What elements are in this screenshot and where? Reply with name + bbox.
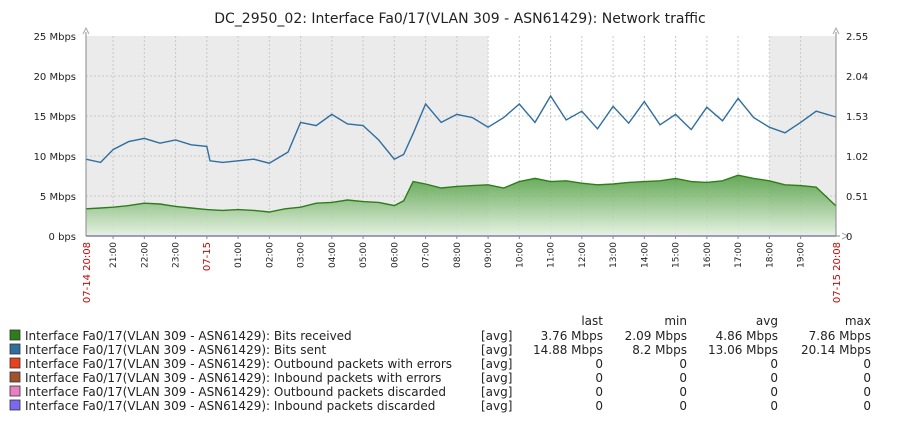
legend-function: [avg] [481, 399, 512, 413]
legend-value-avg: 0 [770, 399, 778, 413]
legend-value-avg: 0 [770, 385, 778, 399]
x-tick-label: 15:00 [672, 242, 682, 268]
legend-value-max: 20.14 Mbps [801, 343, 871, 357]
x-tick-label: 07-15 [202, 242, 213, 271]
legend-series-name: Interface Fa0/17(VLAN 309 - ASN61429): I… [25, 399, 435, 413]
x-tick-label: 06:00 [390, 242, 400, 268]
legend-value-min: 8.2 Mbps [632, 343, 687, 357]
x-tick-label: 21:00 [109, 242, 119, 268]
legend-value-min: 0 [679, 399, 687, 413]
legend-value-last: 0 [595, 357, 603, 371]
x-tick-label: 03:00 [297, 242, 307, 268]
x-tick-label: 10:00 [515, 242, 525, 268]
legend-value-last: 3.76 Mbps [541, 329, 603, 343]
chart-title: DC_2950_02: Interface Fa0/17(VLAN 309 - … [214, 11, 705, 27]
x-tick-label: 12:00 [578, 242, 588, 268]
legend-value-last: 0 [595, 399, 603, 413]
y-left-tick-label: 15 Mbps [34, 112, 76, 123]
legend-swatch [9, 343, 21, 355]
x-tick-label: 13:00 [609, 242, 619, 268]
legend-header-avg: avg [756, 314, 778, 328]
x-tick-label: 17:00 [734, 242, 744, 268]
y-right-tick-label: 0.51 [846, 192, 868, 203]
legend-function: [avg] [481, 343, 512, 357]
y-left-tick-label: 5 Mbps [40, 192, 76, 203]
x-tick-label: 22:00 [140, 242, 150, 268]
legend-value-max: 7.86 Mbps [809, 329, 871, 343]
x-tick-label: 23:00 [172, 242, 182, 268]
x-tick-label: 05:00 [359, 242, 369, 268]
y-left-tick-label: 25 Mbps [34, 32, 76, 43]
series-line-0 [85, 174, 837, 213]
legend-value-max: 0 [863, 399, 871, 413]
x-tick-label: 09:00 [484, 242, 494, 268]
x-end-label: 07-15 20:08 [832, 242, 843, 303]
x-tick-label: 11:00 [547, 242, 557, 268]
legend-value-max: 0 [863, 357, 871, 371]
legend-swatch [9, 329, 21, 341]
legend-value-last: 0 [595, 385, 603, 399]
x-tick-label: 18:00 [765, 242, 775, 268]
legend-header-min: min [664, 314, 687, 328]
y-right-tick-label: 2.04 [846, 72, 868, 83]
x-axis-arrow [841, 232, 850, 240]
legend-value-avg: 0 [770, 357, 778, 371]
legend-function: [avg] [481, 357, 512, 371]
y-right-tick-label: 0 [846, 232, 852, 243]
legend-value-min: 0 [679, 371, 687, 385]
x-tick-label: 07:00 [422, 242, 432, 268]
legend-swatch [9, 385, 21, 397]
legend-swatch [9, 357, 21, 369]
legend-series-name: Interface Fa0/17(VLAN 309 - ASN61429): B… [25, 343, 326, 357]
legend-series-name: Interface Fa0/17(VLAN 309 - ASN61429): O… [25, 357, 452, 371]
legend-header-last: last [581, 314, 603, 328]
x-tick-label: 19:00 [797, 242, 807, 268]
legend-value-last: 14.88 Mbps [533, 343, 603, 357]
x-tick-label: 02:00 [265, 242, 275, 268]
legend-value-min: 0 [679, 385, 687, 399]
legend-value-avg: 13.06 Mbps [708, 343, 778, 357]
y-right-tick-label: 1.02 [846, 152, 868, 163]
x-tick-label: 16:00 [703, 242, 713, 268]
legend-function: [avg] [481, 329, 512, 343]
legend-value-min: 2.09 Mbps [625, 329, 687, 343]
x-tick-label: 08:00 [453, 242, 463, 268]
legend-value-avg: 4.86 Mbps [716, 329, 778, 343]
x-start-label: 07-14 20:08 [82, 242, 93, 303]
legend-series-name: Interface Fa0/17(VLAN 309 - ASN61429): B… [25, 329, 352, 343]
y-left-tick-label: 20 Mbps [34, 72, 76, 83]
y-axis-left-arrow [82, 26, 90, 35]
legend-function: [avg] [481, 385, 512, 399]
y-left-tick-label: 10 Mbps [34, 152, 76, 163]
legend-value-max: 0 [863, 371, 871, 385]
legend-series-name: Interface Fa0/17(VLAN 309 - ASN61429): O… [25, 385, 446, 399]
y-left-tick-label: 0 bps [49, 232, 76, 243]
x-tick-label: 04:00 [328, 242, 338, 268]
y-right-tick-label: 1.53 [846, 112, 868, 123]
legend-value-last: 0 [595, 371, 603, 385]
legend-header-max: max [845, 314, 871, 328]
y-axis-right-arrow [832, 26, 840, 35]
legend-series-name: Interface Fa0/17(VLAN 309 - ASN61429): I… [25, 371, 441, 385]
x-tick-label: 01:00 [234, 242, 244, 268]
legend-value-max: 0 [863, 385, 871, 399]
legend-swatch [9, 371, 21, 383]
legend-value-min: 0 [679, 357, 687, 371]
legend-function: [avg] [481, 371, 512, 385]
legend-swatch [9, 399, 21, 411]
legend-value-avg: 0 [770, 371, 778, 385]
series-area-0 [85, 175, 836, 236]
x-tick-label: 14:00 [640, 242, 650, 268]
series-line-1 [85, 94, 837, 164]
y-right-tick-label: 2.55 [846, 32, 868, 43]
